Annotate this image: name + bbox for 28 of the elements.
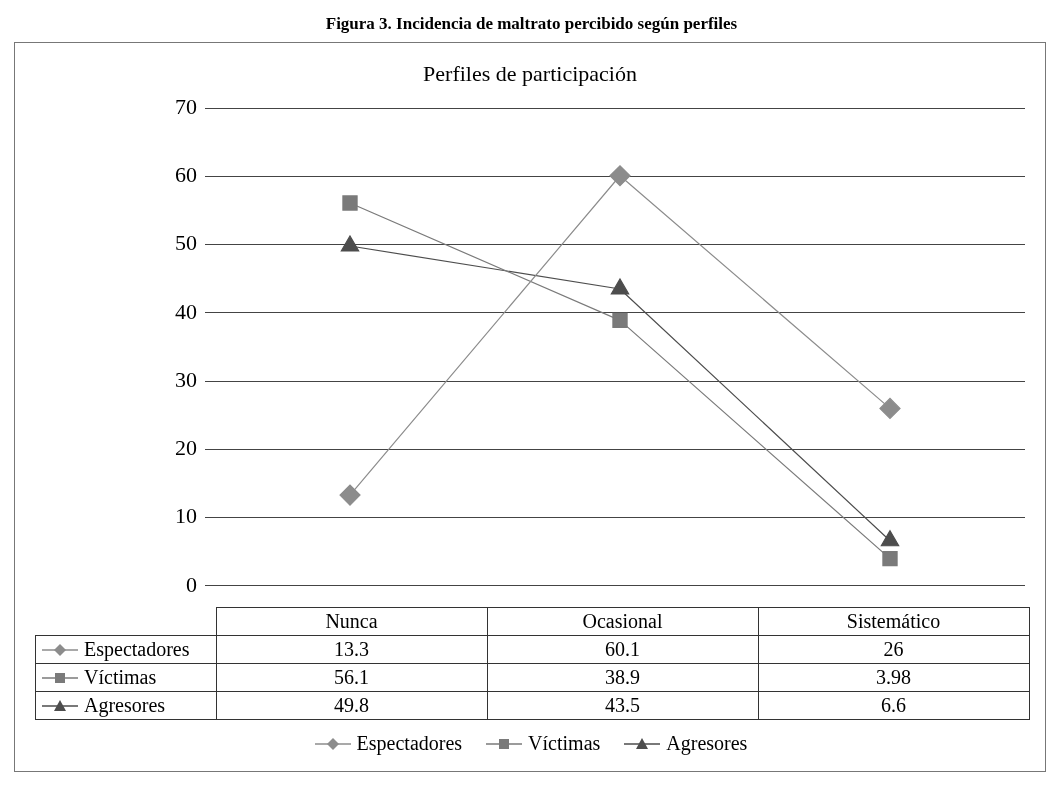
y-tick-label: 0 <box>186 571 197 597</box>
x-tick-label: Nunca <box>216 607 487 636</box>
y-tick-label: 10 <box>175 503 197 529</box>
data-label: 56.1 <box>216 663 487 692</box>
legend-label: Agresores <box>666 732 748 755</box>
text: Víctimas <box>84 666 157 688</box>
text: Espectadores <box>356 732 463 754</box>
legend-label: Espectadores <box>84 638 190 661</box>
legend-label: Víctimas <box>528 732 601 755</box>
x-tick-label: Ocasional <box>487 607 758 636</box>
chart-title: Figura 3. Incidencia de maltrato percibido según perfiles <box>324 13 739 35</box>
data-label: 13.3 <box>216 635 487 664</box>
data-label: 49.8 <box>216 691 487 720</box>
data-label: 38.9 <box>487 663 758 692</box>
data-label: 43.5 <box>487 691 758 720</box>
y-tick-label: 20 <box>175 435 197 461</box>
y-tick-label: 50 <box>175 230 197 256</box>
data-label: 26 <box>758 635 1029 664</box>
y-tick-label: 60 <box>175 162 197 188</box>
y-tick-label: 70 <box>175 93 197 119</box>
text: Agresores <box>84 694 166 716</box>
y-tick-label: 40 <box>175 298 197 324</box>
data-label: 60.1 <box>487 635 758 664</box>
x-axis-title: Perfiles de participación <box>422 60 638 87</box>
x-tick-label: Sistemático <box>758 607 1029 636</box>
data-label: 6.6 <box>758 691 1029 720</box>
data-label: 3.98 <box>758 663 1029 692</box>
y-tick-label: 30 <box>175 366 197 392</box>
